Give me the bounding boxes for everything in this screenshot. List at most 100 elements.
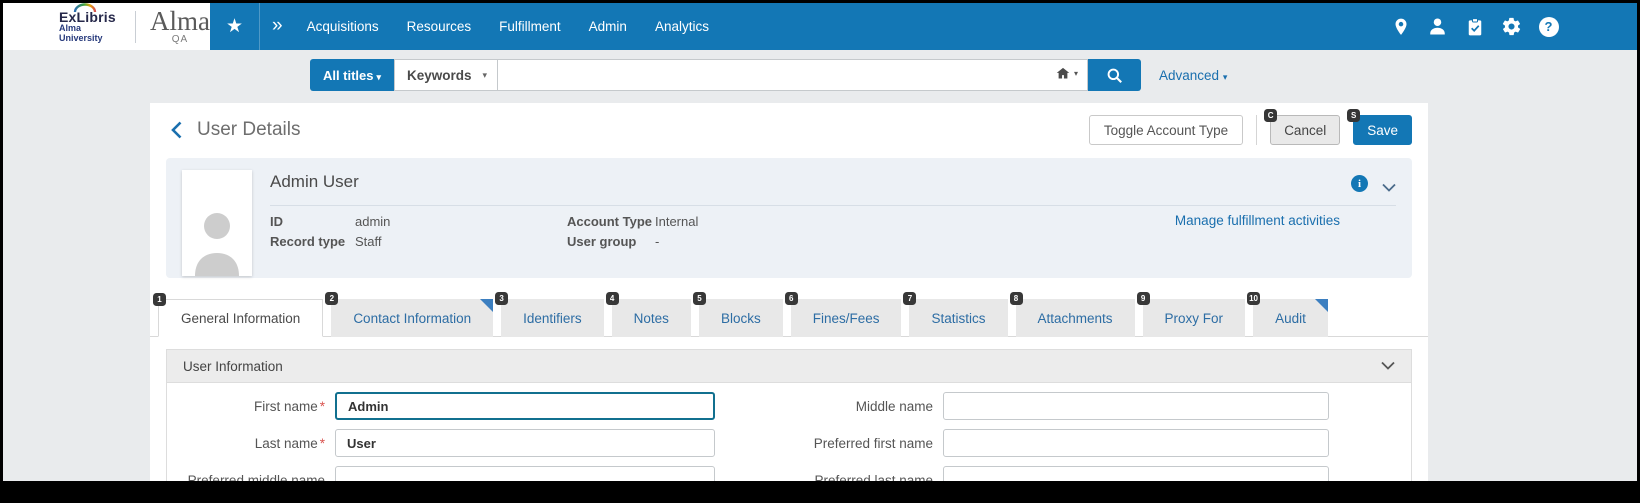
section-title: User Information xyxy=(183,358,283,374)
tab-identifiers[interactable]: 3 Identifiers xyxy=(495,292,604,337)
collapse-card-chevron-icon[interactable] xyxy=(1382,179,1396,197)
tab-blocks[interactable]: 5 Blocks xyxy=(692,292,783,337)
institution-name: Alma University xyxy=(59,23,103,43)
caret-down-icon: ▾ xyxy=(1073,69,1078,78)
search-button[interactable] xyxy=(1088,59,1141,91)
cancel-button[interactable]: Cancel xyxy=(1270,115,1341,145)
tab-fines-fees[interactable]: 6 Fines/Fees xyxy=(784,292,902,337)
actions-divider xyxy=(1256,115,1258,145)
settings-icon[interactable] xyxy=(1501,16,1522,37)
preferred-last-name-label: Preferred last name xyxy=(814,472,933,482)
search-scope-button[interactable]: All titles ▾ xyxy=(310,59,394,91)
nav-fulfillment[interactable]: Fulfillment xyxy=(499,19,561,34)
caret-down-icon: ▾ xyxy=(482,69,487,80)
caret-down-icon: ▾ xyxy=(1222,71,1228,82)
exlibris-logo: ExLibris Alma University xyxy=(59,3,119,44)
field-id: ID admin xyxy=(270,214,391,229)
alma-screen: ExLibris Alma University Alma QA ★ » Acq… xyxy=(3,3,1637,481)
alma-environment: QA xyxy=(171,34,189,45)
tab-shortcut-badge: 10 xyxy=(1247,292,1261,305)
preferred-middle-name-input[interactable] xyxy=(335,466,715,481)
section-header[interactable]: User Information xyxy=(167,350,1411,383)
tab-shortcut-badge: 7 xyxy=(903,292,917,305)
user-name: Admin User xyxy=(270,172,359,191)
save-button[interactable]: Save xyxy=(1353,115,1412,145)
main-navigation: ★ » Acquisitions Resources Fulfillment A… xyxy=(210,3,1637,50)
search-home-scope-icon[interactable]: ▾ xyxy=(1055,66,1078,81)
page-title: User Details xyxy=(197,119,301,140)
tab-notes[interactable]: 4 Notes xyxy=(605,292,691,337)
user-information-section: User Information First name* Middle name… xyxy=(166,349,1412,481)
header-actions: Toggle Account Type C Cancel S Save xyxy=(1088,109,1412,145)
help-icon[interactable]: ? xyxy=(1538,16,1559,37)
exlibris-rainbow-arc-icon xyxy=(73,3,97,12)
first-name-label: First name * xyxy=(253,398,325,414)
tab-attachments[interactable]: 8 Attachments xyxy=(1009,292,1135,337)
location-icon[interactable] xyxy=(1390,16,1411,37)
tab-shortcut-badge: 4 xyxy=(605,292,619,305)
tab-shortcut-badge: 9 xyxy=(1136,292,1150,305)
expand-menu-icon[interactable]: » xyxy=(272,14,283,36)
back-icon[interactable] xyxy=(170,121,183,139)
tab-contact-information[interactable]: 2 Contact Information xyxy=(325,292,494,337)
middle-name-input[interactable] xyxy=(943,392,1329,420)
favorites-star-icon[interactable]: ★ xyxy=(210,3,260,50)
top-icon-group: ? xyxy=(1390,16,1637,37)
preferred-middle-name-label: Preferred middle name xyxy=(187,472,325,482)
toggle-account-type-button[interactable]: Toggle Account Type xyxy=(1088,115,1244,145)
new-data-flag-icon xyxy=(480,299,494,312)
middle-name-label: Middle name xyxy=(855,398,933,414)
first-name-input[interactable] xyxy=(335,392,715,420)
tab-shortcut-badge: 5 xyxy=(692,292,706,305)
user-icon[interactable] xyxy=(1427,16,1448,37)
alma-logo: Alma QA xyxy=(150,6,210,46)
nav-admin[interactable]: Admin xyxy=(588,19,627,34)
required-marker: * xyxy=(319,398,325,414)
exlibris-brand: ExLibris xyxy=(59,8,116,25)
manage-fulfillment-activities-link[interactable]: Manage fulfillment activities xyxy=(1174,213,1340,228)
required-marker: * xyxy=(319,435,325,451)
preferred-first-name-label: Preferred first name xyxy=(813,435,933,451)
nav-analytics[interactable]: Analytics xyxy=(654,19,709,34)
last-name-label: Last name * xyxy=(254,435,325,451)
search-input[interactable] xyxy=(498,59,1088,91)
caret-down-icon: ▾ xyxy=(376,71,382,82)
last-name-input[interactable] xyxy=(335,429,715,457)
persistent-search-row: All titles ▾ Keywords ▾ ▾ Advanced ▾ xyxy=(3,50,1637,100)
user-details-panel: User Details Toggle Account Type C Cance… xyxy=(150,103,1428,481)
tab-statistics[interactable]: 7 Statistics xyxy=(903,292,1008,337)
nav-resources[interactable]: Resources xyxy=(406,19,472,34)
tab-shortcut-badge: 2 xyxy=(325,292,339,305)
field-user-group: User group - xyxy=(567,234,660,249)
magnifier-icon xyxy=(1107,68,1122,83)
nav-acquisitions[interactable]: Acquisitions xyxy=(306,19,379,34)
tasks-icon[interactable] xyxy=(1464,16,1485,37)
tab-shortcut-badge: 3 xyxy=(495,292,509,305)
logo-divider xyxy=(135,10,136,43)
field-account-type: Account Type Internal xyxy=(567,214,699,229)
tab-audit[interactable]: 10 Audit xyxy=(1247,292,1328,337)
preferred-last-name-input[interactable] xyxy=(943,466,1329,481)
advanced-search-link[interactable]: Advanced ▾ xyxy=(1159,67,1228,83)
user-details-tabs: 1 General Information 2 Contact Informat… xyxy=(150,291,1428,337)
tab-shortcut-badge: 8 xyxy=(1009,292,1023,305)
cancel-shortcut-badge: C xyxy=(1264,109,1278,122)
search-index-select[interactable]: Keywords ▾ xyxy=(394,59,498,91)
field-record-type: Record type Staff xyxy=(270,234,382,249)
tab-proxy-for[interactable]: 9 Proxy For xyxy=(1136,292,1246,337)
top-bar: ExLibris Alma University Alma QA ★ » Acq… xyxy=(3,3,1637,50)
card-divider xyxy=(270,205,1396,206)
tab-shortcut-badge: 6 xyxy=(784,292,798,305)
info-icon[interactable]: i xyxy=(1351,175,1368,192)
tab-general-information[interactable]: 1 General Information xyxy=(153,293,324,337)
preferred-first-name-input[interactable] xyxy=(943,429,1329,457)
logo-area: ExLibris Alma University Alma QA xyxy=(3,3,210,50)
user-information-form: First name* Middle name Last name* Prefe… xyxy=(167,383,1411,481)
user-summary-card: Admin User ID admin Record type Staff Ac… xyxy=(166,158,1412,278)
save-shortcut-badge: S xyxy=(1347,109,1361,122)
tab-shortcut-badge: 1 xyxy=(153,293,166,306)
page-header: User Details Toggle Account Type C Cance… xyxy=(150,103,1428,153)
collapse-section-chevron-icon[interactable] xyxy=(1381,357,1395,375)
alma-product-name: Alma xyxy=(150,6,210,36)
